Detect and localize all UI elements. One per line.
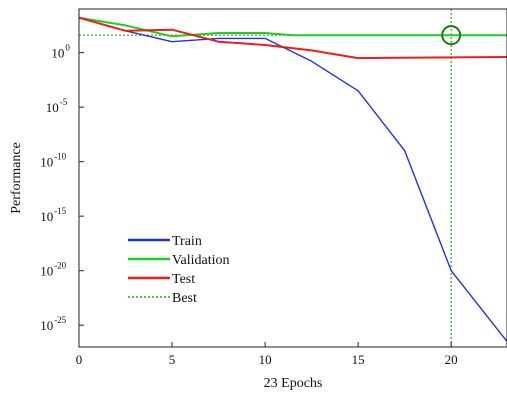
legend-label-best: Best <box>172 291 197 306</box>
series-line-train <box>79 17 507 342</box>
legend-label-test: Test <box>172 272 195 287</box>
x-axis: 0 5 10 15 20 <box>76 342 458 367</box>
legend-label-validation: Validation <box>172 253 230 268</box>
y-axis-label: Performance <box>9 142 24 214</box>
best-marker-circle <box>441 25 462 46</box>
y-tick-exponent: -15 <box>54 206 66 216</box>
x-tick-label: 5 <box>169 352 176 367</box>
y-tick-label: 10 <box>40 264 53 279</box>
y-tick-exponent: -25 <box>54 315 66 325</box>
y-tick-exponent: 0 <box>65 43 70 53</box>
y-tick-label: 10 <box>46 100 59 115</box>
y-tick-exponent: -10 <box>54 152 66 162</box>
series-line-test <box>79 16 507 60</box>
x-tick-label: 10 <box>259 352 272 367</box>
y-tick-label: 10 <box>51 46 64 61</box>
y-tick-exponent: -5 <box>60 97 68 107</box>
x-tick-label: 20 <box>445 352 458 367</box>
x-axis-label: 23 Epochs <box>264 376 323 391</box>
y-tick-label: 10 <box>40 209 53 224</box>
series-line-validation <box>79 16 507 38</box>
y-tick-label: 10 <box>40 155 53 170</box>
y-tick-exponent: -20 <box>54 261 66 271</box>
y-tick-label: 10 <box>40 318 53 333</box>
x-tick-label: 15 <box>352 352 365 367</box>
plot-frame <box>78 8 507 348</box>
legend: Train Validation Test Best <box>128 234 230 306</box>
legend-label-train: Train <box>172 234 202 249</box>
x-tick-label: 0 <box>76 352 83 367</box>
plot-area <box>79 9 507 347</box>
